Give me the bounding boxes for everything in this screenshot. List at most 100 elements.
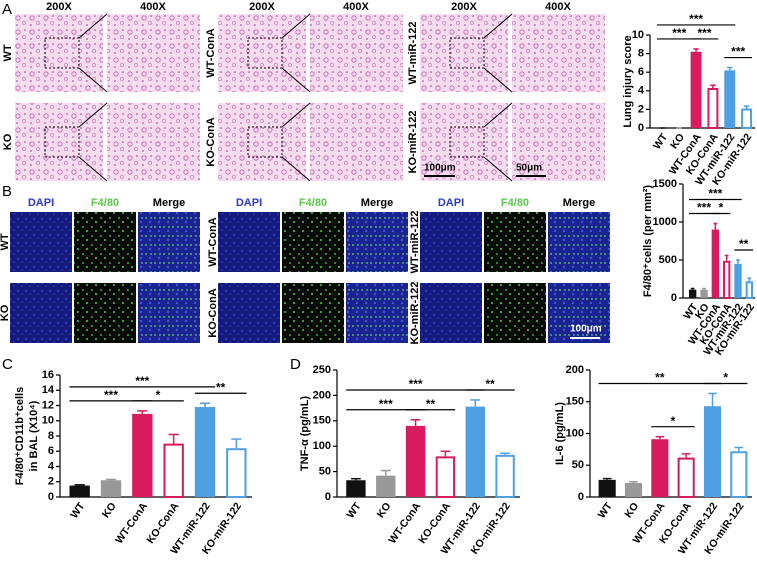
histology-image (420, 14, 508, 92)
y-tick-label: 250 (313, 364, 331, 376)
panel-letter: D (290, 356, 301, 373)
zoom-box (44, 126, 80, 158)
bar (100, 480, 122, 497)
zoom-line (281, 156, 311, 182)
zoom-box (449, 126, 485, 158)
y-tick-label: 10 (42, 415, 54, 427)
bar (405, 425, 426, 497)
channel-label: DAPI (438, 197, 464, 209)
channel-label: Merge (153, 197, 185, 209)
y-tick-label: 50 (319, 466, 331, 478)
x-tick-label: KO (375, 500, 394, 520)
histology-image (512, 14, 605, 92)
bar (346, 480, 366, 497)
y-tick-label: 50 (572, 459, 584, 471)
zoom-line (78, 67, 108, 93)
row-label: KO (2, 133, 14, 150)
histology-image (512, 103, 605, 181)
significance-label: * (719, 201, 724, 215)
zoom-line (78, 102, 108, 128)
y-tick-label: 1000 (653, 216, 677, 228)
y-tick-label: 100 (566, 427, 584, 439)
significance-label: * (156, 388, 161, 402)
zoom-line (483, 13, 513, 39)
y-axis-label: in BAL (X10⁴) (28, 400, 40, 471)
significance-label: *** (409, 377, 423, 391)
channel-label: F4/80 (91, 197, 119, 209)
zoom-line (483, 67, 513, 93)
y-tick-label: 150 (313, 415, 331, 427)
fluorescence-image (548, 212, 610, 272)
zoom-line (281, 67, 311, 93)
panel-letter: A (2, 1, 12, 18)
bar (69, 485, 90, 497)
scale-bar-label: 100μm (570, 324, 602, 335)
zoom-line (78, 13, 108, 39)
magnification-label: 400X (140, 1, 166, 13)
y-axis-label: TNF-α (pg/mL) (299, 396, 311, 472)
y-tick-label: 6 (638, 66, 644, 78)
magnification-label: 200X (451, 1, 477, 13)
significance-label: *** (379, 397, 393, 411)
histology-image (218, 14, 306, 92)
row-label: WT-miR-122 (409, 211, 421, 274)
significance-label: * (723, 371, 728, 385)
magnification-label: 200X (249, 1, 275, 13)
histology-image (15, 14, 103, 92)
histology-image (107, 103, 200, 181)
fluorescence-image (218, 212, 280, 272)
y-tick-label: 12 (42, 399, 54, 411)
zoom-line (281, 102, 311, 128)
magnification-label: 400X (545, 1, 571, 13)
fluorescence-image (10, 283, 72, 343)
y-axis-label: Lung injury score (622, 35, 634, 127)
bar (724, 70, 736, 128)
scale-bar-label: 50μm (516, 163, 542, 174)
row-label: WT (0, 233, 11, 250)
y-tick-label: 200 (566, 364, 584, 376)
magnification-label: 400X (343, 1, 369, 13)
histology-image (15, 103, 103, 181)
y-tick-label: 0 (48, 491, 54, 503)
fluorescence-image (346, 212, 408, 272)
y-tick-label: 4 (638, 85, 645, 97)
x-tick-label: WT (68, 500, 88, 521)
significance-label: ** (739, 237, 749, 251)
histology-image (420, 103, 508, 181)
channel-label: Merge (563, 197, 595, 209)
fluorescence-image (74, 212, 136, 272)
significance-label: *** (731, 45, 745, 59)
y-tick-label: 16 (42, 369, 54, 381)
channel-label: DAPI (28, 197, 54, 209)
channel-label: F4/80 (299, 197, 327, 209)
y-tick-label: 2 (48, 476, 54, 488)
bar (651, 439, 669, 497)
fluorescence-image (484, 283, 546, 343)
y-tick-label: 14 (42, 384, 55, 396)
bar (624, 483, 643, 497)
row-label: WT (2, 44, 14, 61)
bar (707, 88, 719, 130)
channel-label: Merge (361, 197, 393, 209)
bar (435, 456, 456, 498)
row-label: KO-ConA (207, 288, 219, 338)
y-tick-label: 1500 (653, 178, 677, 190)
y-axis-label: IL-6 (pg/mL) (554, 402, 566, 465)
bar (690, 51, 702, 128)
y-tick-label: 0 (578, 491, 584, 503)
y-tick-label: 500 (659, 254, 677, 266)
bar (598, 479, 616, 497)
magnification-label: 200X (46, 1, 72, 13)
fluorescence-image (420, 283, 482, 343)
bar (741, 108, 753, 130)
zoom-box (247, 126, 283, 158)
y-tick-label: 0 (671, 292, 677, 304)
y-tick-label: 200 (313, 389, 331, 401)
panel-letter: B (2, 183, 12, 200)
fluorescence-image (10, 212, 72, 272)
y-tick-label: 6 (48, 445, 54, 457)
y-tick-label: 2 (638, 103, 644, 115)
fluorescence-image (484, 212, 546, 272)
significance-label: *** (708, 187, 722, 201)
fluorescence-image (218, 283, 280, 343)
